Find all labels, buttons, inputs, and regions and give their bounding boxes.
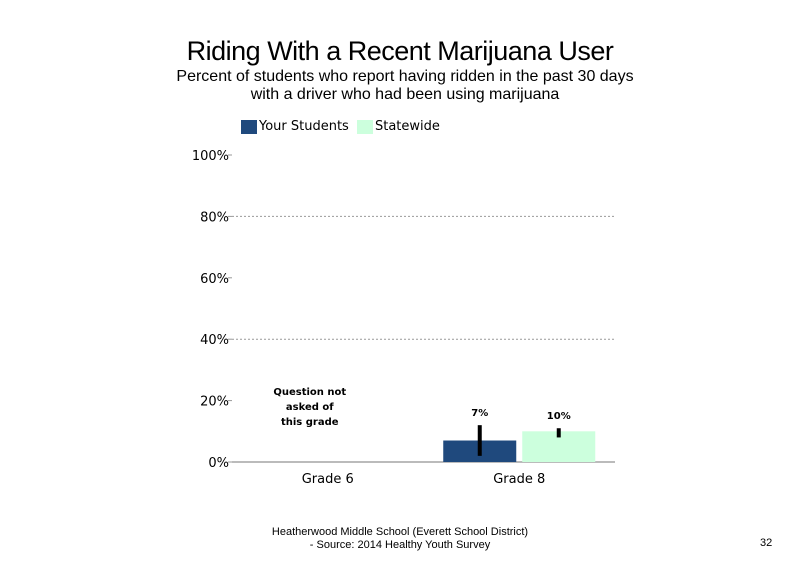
legend-item-your-students: Your Students — [241, 119, 349, 134]
x-tick-label: Grade 8 — [493, 472, 545, 487]
y-tick-label: 100% — [192, 149, 229, 164]
page-number: 32 — [760, 537, 773, 549]
y-tick-label: 80% — [200, 210, 229, 225]
legend-label-your-students: Your Students — [259, 119, 349, 134]
legend-swatch-your-students — [241, 119, 257, 134]
data-label: 7% — [471, 408, 488, 419]
subtitle-line-2: with a driver who had been using marijua… — [250, 86, 560, 103]
footer-source: - Source: 2014 Healthy Youth Survey — [309, 539, 491, 551]
chart-legend: Your Students Statewide — [241, 119, 444, 138]
legend-label-statewide: Statewide — [374, 119, 440, 134]
footer-school: Heatherwood Middle School (Everett Schoo… — [271, 526, 529, 538]
x-tick-label: Grade 6 — [302, 472, 354, 487]
chart-title: Riding With a Recent Marijuana User — [186, 36, 614, 66]
legend-swatch-statewide — [356, 119, 373, 134]
y-tick-label: 60% — [200, 272, 229, 287]
annotation-line: this grade — [281, 417, 339, 428]
legend-item-statewide: Statewide — [356, 119, 440, 134]
annotation-line: Question not — [273, 387, 346, 398]
data-label: 10% — [547, 411, 571, 422]
y-tick-label: 20% — [200, 395, 229, 410]
y-tick-label: 40% — [200, 333, 229, 348]
chart-subtitle: Percent of students who report having ri… — [172, 68, 638, 116]
footer: Heatherwood Middle School (Everett Schoo… — [200, 526, 600, 552]
subtitle-line-1: Percent of students who report having ri… — [176, 68, 634, 85]
annotation-line: asked of — [286, 402, 334, 413]
y-tick-label: 0% — [208, 456, 229, 471]
